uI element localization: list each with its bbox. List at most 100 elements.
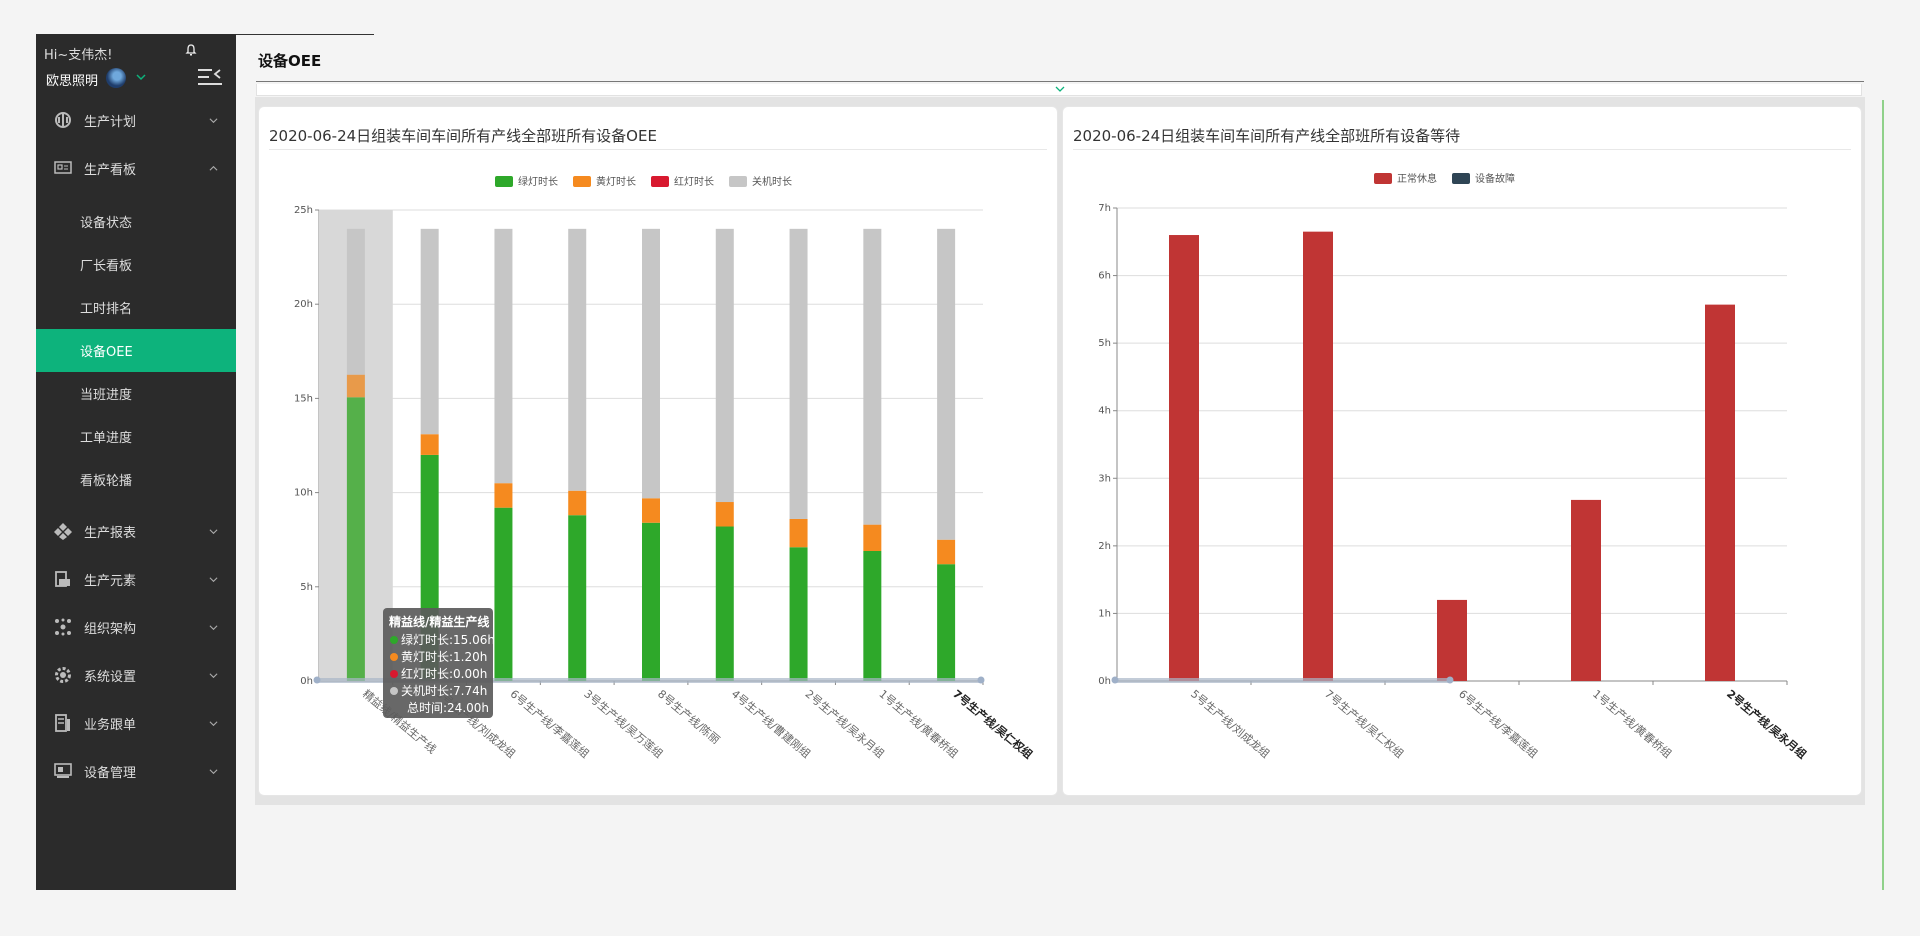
oee-chart-title: 2020-06-24日组装车间车间所有产线全部班所有设备OEE (269, 127, 657, 145)
legend-swatch (573, 176, 591, 187)
bar-segment (863, 228, 882, 525)
page-title: 设备OEE (258, 52, 322, 70)
sidebar-item-factory-board[interactable]: 厂长看板 (80, 259, 133, 274)
submenu-production-board: 设备状态 厂长看板 工时排名 设备OEE 当班进度 工单进度 看板轮播 (36, 192, 236, 507)
legend-swatch (1452, 173, 1470, 184)
legend-swatch (1374, 173, 1392, 184)
x-tick-label: 6号生产线/李嘉莲组 (1456, 687, 1541, 761)
legend-swatch (495, 176, 513, 187)
sidebar-item-label: 设备管理 (84, 765, 137, 781)
x-tick-label: 1号生产线/黄春桥组 (876, 687, 961, 761)
x-tick-label: 7号生产线/吴仁权组 (950, 687, 1035, 762)
bar-segment (937, 564, 956, 681)
sidebar-item-order-progress[interactable]: 工单进度 (80, 431, 133, 446)
bar-segment (420, 434, 439, 455)
sidebar-item-label: 生产看板 (84, 162, 137, 178)
zoom-handle (1446, 676, 1454, 684)
sidebar-item-device-oee[interactable]: 设备OEE (36, 329, 236, 372)
chevron-down-icon (209, 624, 218, 630)
zoom-handle (1111, 676, 1119, 684)
tooltip-box (383, 608, 493, 718)
tooltip-dot (390, 636, 398, 644)
sidebar: Hi~支伟杰! 欧思照明 生产计划 (36, 34, 236, 890)
business-order-icon (55, 714, 70, 732)
avatar[interactable] (106, 68, 126, 88)
production-plan-icon (55, 112, 71, 128)
bar-segment (789, 228, 808, 519)
production-element-icon (55, 571, 70, 587)
wait-chart-title: 2020-06-24日组装车间车间所有产线全部班所有设备等待 (1073, 127, 1461, 145)
sidebar-item-device-management[interactable]: 设备管理 (36, 747, 236, 795)
bar-segment (642, 522, 660, 681)
sidebar-item-label: 生产元素 (84, 573, 137, 589)
wait-chart-panel: 2020-06-24日组装车间车间所有产线全部班所有设备等待 正常休息 设备故障 0… (1062, 106, 1862, 796)
legend-label: 设备故障 (1475, 172, 1515, 185)
tooltip-dot (390, 670, 398, 678)
y-tick-label: 4h (1098, 406, 1111, 417)
bar-segment (789, 518, 808, 548)
zoom-handle (977, 676, 985, 684)
sidebar-item-org-structure[interactable]: 组织架构 (36, 603, 236, 651)
x-tick-label: 7号生产线/吴仁权组 (1322, 687, 1407, 761)
sidebar-menu: 生产计划 生产看板 设备状态 厂长看板 工时排名 设备OEE 当班进度 工单进度 (36, 96, 236, 795)
oee-stacked-bar-chart[interactable]: 绿灯时长 黄灯时长 红灯时长 关机时长 0h 5h 10h 15h 20h 25h 精益线/精益生产… (259, 107, 1059, 797)
expand-filter-icon[interactable] (1055, 85, 1065, 93)
bar-segment (642, 498, 660, 523)
y-tick-label: 5h (1098, 338, 1111, 349)
sidebar-item-board-carousel[interactable]: 看板轮播 (80, 474, 133, 489)
production-board-icon (54, 161, 72, 174)
chevron-down-icon (209, 672, 218, 678)
wait-bar-chart[interactable]: 正常休息 设备故障 0h 1h 2h 3h 4h 5h 6h 7h 5号生产线/刘成龙组 7号生产线/… (1063, 107, 1863, 797)
sidebar-item-hours-ranking[interactable]: 工时排名 (80, 302, 133, 317)
tooltip-dot (390, 653, 398, 661)
bar-segment (346, 374, 365, 398)
bar-segment (494, 507, 513, 681)
sidebar-item-production-board[interactable]: 生产看板 (36, 144, 236, 192)
bar-segment (863, 551, 882, 681)
legend-label: 绿灯时长 (518, 175, 558, 188)
chevron-down-icon (209, 576, 218, 582)
bar-segment (494, 483, 513, 508)
bar-segment (1571, 499, 1601, 681)
legend-label: 红灯时长 (674, 175, 714, 188)
tooltip-line: 关机时长:7.74h (401, 684, 487, 698)
zoom-slider (1115, 678, 1450, 683)
bar-segment (1169, 235, 1199, 681)
sidebar-item-settings[interactable]: 系统设置 (36, 651, 236, 699)
title-divider (256, 81, 1864, 82)
bar-segment (1437, 599, 1467, 681)
bar-segment (715, 228, 734, 503)
sidebar-item-production-element[interactable]: 生产元素 (36, 555, 236, 603)
sidebar-item-production-plan[interactable]: 生产计划 (36, 96, 236, 144)
chevron-down-icon[interactable] (136, 72, 146, 82)
zoom-handle (313, 676, 321, 684)
menu-collapse-icon[interactable] (198, 68, 222, 86)
legend-label: 黄灯时长 (596, 175, 636, 188)
bar-segment (642, 228, 660, 499)
bar-segment (568, 490, 587, 516)
sidebar-item-production-report[interactable]: 生产报表 (36, 507, 236, 555)
bar-segment (346, 228, 365, 375)
sidebar-item-device-status[interactable]: 设备状态 (80, 216, 133, 231)
legend-swatch (729, 176, 747, 187)
tooltip-line: 绿灯时长:15.06h (401, 632, 495, 647)
tooltip-line: 总时间:24.00h (407, 701, 489, 715)
sidebar-item-shift-progress[interactable]: 当班进度 (80, 388, 133, 403)
scrollbar-track[interactable] (1882, 100, 1884, 890)
tooltip-title: 精益线/精益生产线 (389, 614, 489, 629)
sidebar-item-label: 系统设置 (84, 669, 137, 685)
org-structure-icon (55, 618, 71, 636)
settings-icon (55, 667, 71, 683)
y-tick-label: 5h (300, 582, 313, 593)
company-name: 欧思照明 (46, 74, 99, 89)
bar-segment (568, 228, 587, 491)
y-tick-label: 25h (294, 205, 313, 216)
chevron-up-icon (209, 165, 218, 171)
y-tick-label: 0h (1098, 676, 1111, 687)
y-tick-label: 20h (294, 299, 313, 310)
tooltip-line: 红灯时长:0.00h (401, 666, 487, 681)
sidebar-item-business-order[interactable]: 业务跟单 (36, 699, 236, 747)
x-tick-label: 5号生产线/刘成龙组 (1188, 687, 1273, 761)
bell-icon[interactable] (184, 43, 198, 57)
bar-segment (346, 397, 365, 681)
